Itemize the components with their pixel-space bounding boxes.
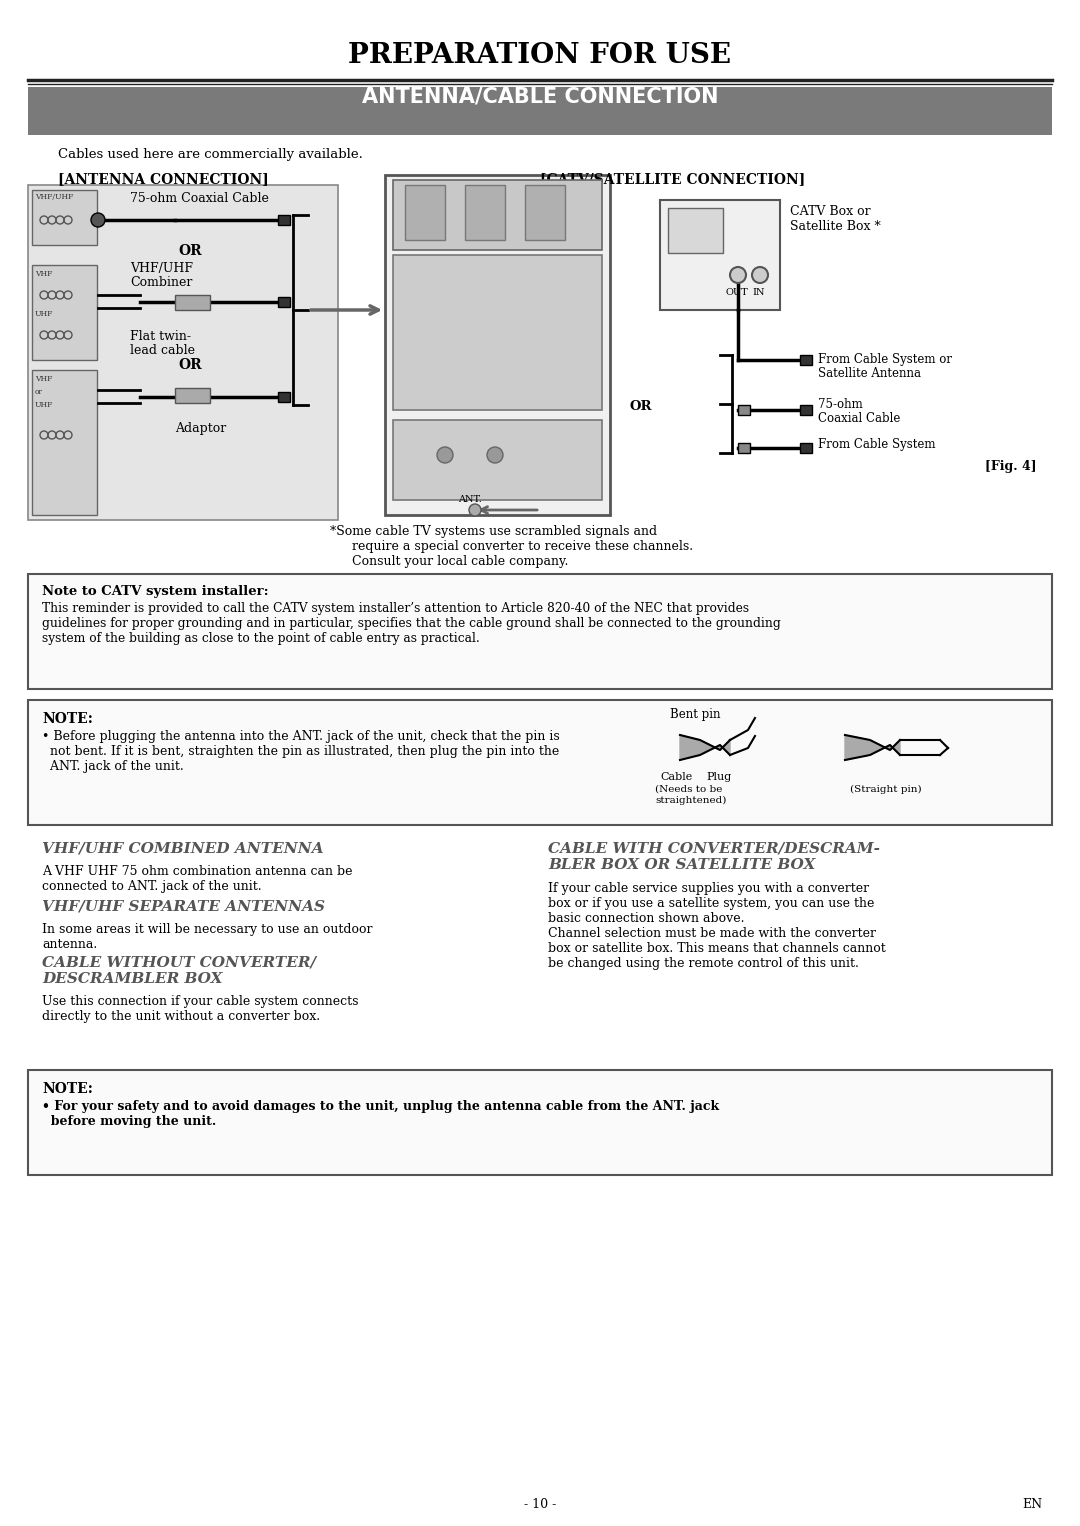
Text: VHF/UHF: VHF/UHF (35, 192, 73, 201)
Text: lead cable: lead cable (130, 343, 195, 357)
Circle shape (752, 267, 768, 282)
Text: Plug: Plug (706, 772, 731, 781)
Bar (800, 356, 812, 365)
Circle shape (487, 447, 503, 462)
Bar (32, 369, 97, 514)
Text: Combiner: Combiner (130, 276, 192, 288)
Bar (175, 388, 210, 403)
Text: ANT.: ANT. (458, 494, 482, 504)
Text: Cables used here are commercially available.: Cables used here are commercially availa… (58, 148, 363, 162)
Text: VHF: VHF (35, 270, 52, 278)
Text: If your cable service supplies you with a converter
box or if you use a satellit: If your cable service supplies you with … (548, 882, 886, 971)
Text: 75-ohm: 75-ohm (818, 398, 863, 410)
Text: OR: OR (178, 359, 202, 372)
Text: CABLE WITH CONVERTER/DESCRAM-
BLER BOX OR SATELLITE BOX: CABLE WITH CONVERTER/DESCRAM- BLER BOX O… (548, 842, 880, 873)
Text: VHF/UHF SEPARATE ANTENNAS: VHF/UHF SEPARATE ANTENNAS (42, 900, 325, 914)
Text: Cable: Cable (660, 772, 692, 781)
Bar (393, 420, 602, 501)
Bar (28, 700, 1052, 826)
Text: PREPARATION FOR USE: PREPARATION FOR USE (349, 43, 731, 69)
Text: Satellite Antenna: Satellite Antenna (818, 366, 921, 380)
Text: • Before plugging the antenna into the ANT. jack of the unit, check that the pin: • Before plugging the antenna into the A… (42, 729, 559, 774)
Bar (384, 175, 610, 514)
Text: From Cable System or: From Cable System or (818, 353, 951, 366)
Text: Adaptor: Adaptor (175, 423, 226, 435)
Text: (Needs to be
straightened): (Needs to be straightened) (654, 784, 727, 804)
Bar (28, 574, 1052, 690)
Circle shape (469, 504, 481, 516)
Text: UHF: UHF (35, 401, 53, 409)
Polygon shape (845, 736, 900, 760)
Bar (525, 185, 565, 240)
Bar (405, 185, 445, 240)
Text: OR: OR (178, 244, 202, 258)
Text: require a special converter to receive these channels.: require a special converter to receive t… (352, 540, 693, 552)
Text: NOTE:: NOTE: (42, 713, 93, 726)
Bar (393, 505, 602, 517)
Text: [CATV/SATELLITE CONNECTION]: [CATV/SATELLITE CONNECTION] (540, 172, 806, 186)
Bar (278, 392, 291, 401)
Bar (28, 1070, 1052, 1175)
Text: CATV Box or: CATV Box or (789, 204, 870, 218)
Text: VHF/UHF COMBINED ANTENNA: VHF/UHF COMBINED ANTENNA (42, 842, 324, 856)
Bar (738, 404, 750, 415)
Text: In some areas it will be necessary to use an outdoor
antenna.: In some areas it will be necessary to us… (42, 923, 373, 951)
Bar (278, 215, 291, 224)
Text: OUT: OUT (725, 288, 747, 298)
Text: VHF: VHF (35, 375, 52, 383)
Text: ANTENNA/CABLE CONNECTION: ANTENNA/CABLE CONNECTION (362, 87, 718, 107)
Circle shape (91, 214, 105, 227)
Bar (465, 185, 505, 240)
Bar (800, 404, 812, 415)
Bar (28, 185, 338, 520)
Text: Consult your local cable company.: Consult your local cable company. (352, 555, 568, 568)
Text: 75-ohm Coaxial Cable: 75-ohm Coaxial Cable (130, 192, 269, 204)
Bar (32, 191, 97, 246)
Text: From Cable System: From Cable System (818, 438, 935, 452)
Polygon shape (680, 736, 730, 760)
Text: EN: EN (1022, 1499, 1042, 1511)
Bar (660, 200, 780, 310)
Text: or: or (35, 388, 43, 397)
Text: Bent pin: Bent pin (670, 708, 720, 720)
Text: Use this connection if your cable system connects
directly to the unit without a: Use this connection if your cable system… (42, 995, 359, 1022)
Circle shape (730, 267, 746, 282)
Text: VHF/UHF: VHF/UHF (130, 262, 193, 275)
Text: NOTE:: NOTE: (42, 1082, 93, 1096)
Text: Flat twin-: Flat twin- (130, 330, 191, 343)
Bar (278, 298, 291, 307)
Bar (669, 208, 723, 253)
Text: Note to CATV system installer:: Note to CATV system installer: (42, 584, 269, 598)
Text: CABLE WITHOUT CONVERTER/
DESCRAMBLER BOX: CABLE WITHOUT CONVERTER/ DESCRAMBLER BOX (42, 955, 316, 986)
Text: • For your safety and to avoid damages to the unit, unplug the antenna cable fro: • For your safety and to avoid damages t… (42, 1100, 719, 1128)
Text: Coaxial Cable: Coaxial Cable (818, 412, 901, 426)
Text: [ANTENNA CONNECTION]: [ANTENNA CONNECTION] (58, 172, 269, 186)
Text: *Some cable TV systems use scrambled signals and: *Some cable TV systems use scrambled sig… (330, 525, 657, 539)
Circle shape (437, 447, 453, 462)
Bar (32, 266, 97, 360)
Text: (Straight pin): (Straight pin) (850, 784, 921, 794)
Text: A VHF UHF 75 ohm combination antenna can be
connected to ANT. jack of the unit.: A VHF UHF 75 ohm combination antenna can… (42, 865, 352, 893)
Text: Satellite Box *: Satellite Box * (789, 220, 881, 233)
Bar (393, 180, 602, 250)
Bar (393, 255, 602, 410)
Text: OR: OR (630, 400, 652, 414)
Text: This reminder is provided to call the CATV system installer’s attention to Artic: This reminder is provided to call the CA… (42, 601, 781, 645)
Text: - 10 -: - 10 - (524, 1499, 556, 1511)
Bar (28, 87, 1052, 134)
Text: [Fig. 4]: [Fig. 4] (985, 459, 1037, 473)
Text: IN: IN (752, 288, 765, 298)
Text: UHF: UHF (35, 310, 53, 317)
Bar (800, 443, 812, 453)
Bar (738, 443, 750, 453)
Bar (175, 295, 210, 310)
